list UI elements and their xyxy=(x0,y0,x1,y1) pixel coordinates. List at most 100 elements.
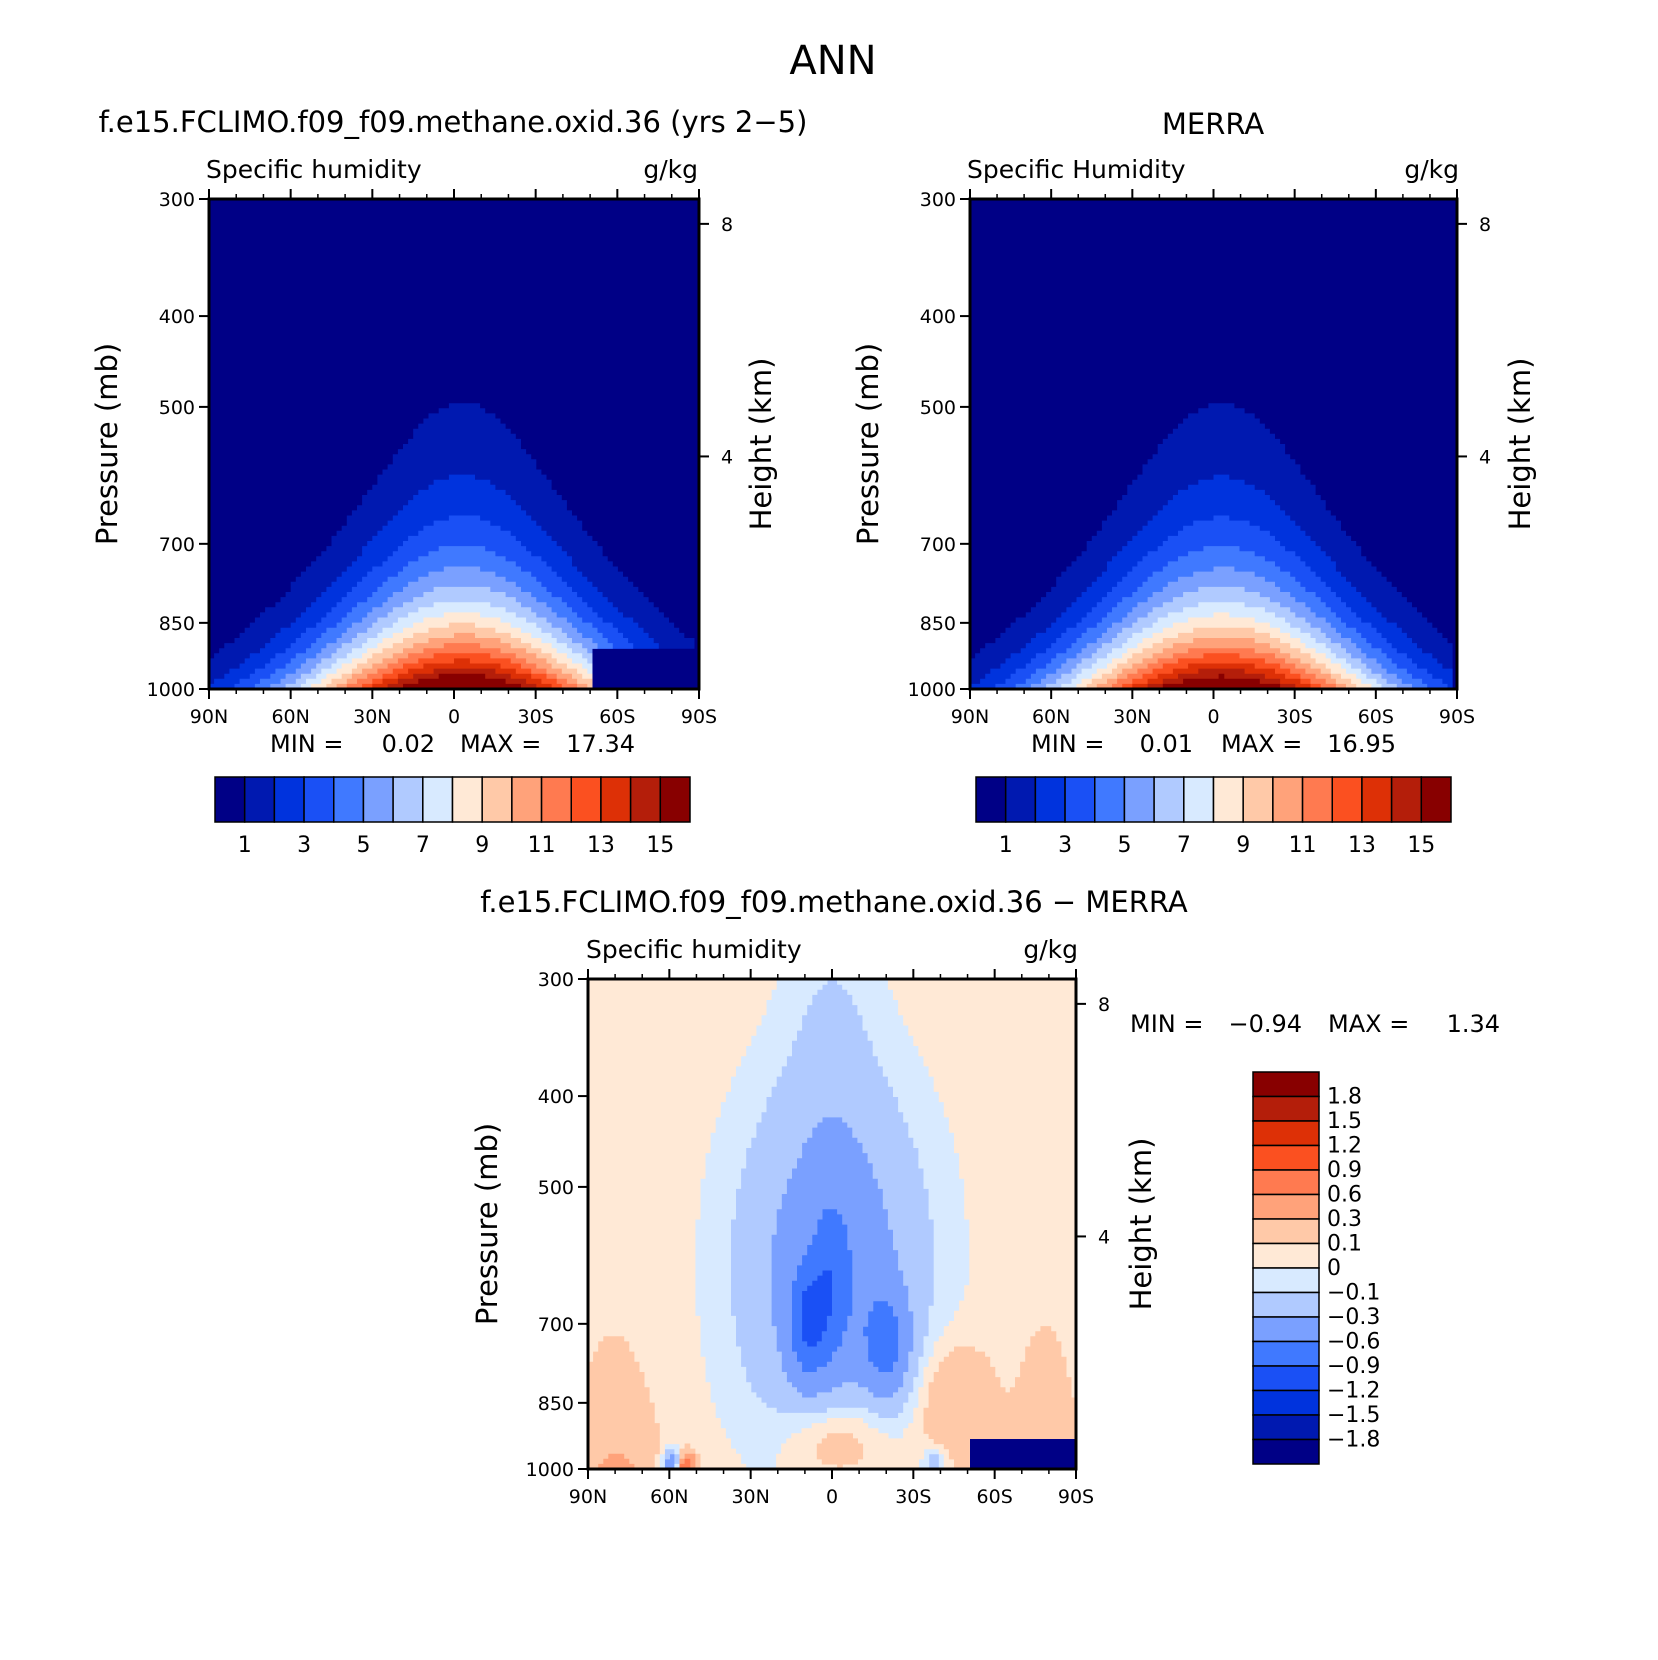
colorbar-label: 0.9 xyxy=(1327,1158,1362,1183)
colorbar-box xyxy=(274,777,304,822)
y-axis-label-right: Height (km) xyxy=(1503,358,1537,531)
panel-model: f.e15.FCLIMO.f09_f09.methane.oxid.36 (yr… xyxy=(90,105,807,858)
x-tick-label: 0 xyxy=(448,706,460,728)
panel-merra: MERRA Specific Humidity g/kg 90N 60N 30N 0 3… xyxy=(851,107,1537,858)
colorbar-label: 15 xyxy=(646,833,674,858)
colorbar-label: 7 xyxy=(416,833,430,858)
colorbar-label: 1.5 xyxy=(1327,1109,1362,1134)
colorbar-box xyxy=(1154,777,1184,822)
x-tick-label: 60S xyxy=(599,706,635,728)
y-tick-label: 850 xyxy=(159,613,195,635)
x-tick-label: 60N xyxy=(650,1486,688,1508)
colorbar-box xyxy=(1253,1121,1319,1146)
colorbar-label: −0.1 xyxy=(1327,1281,1380,1306)
x-tick-label: 0 xyxy=(826,1486,838,1508)
colorbar-box xyxy=(1253,1244,1319,1269)
colorbar-box xyxy=(423,777,453,822)
y-tick-label: 500 xyxy=(920,397,956,419)
colorbar-label: 9 xyxy=(1236,833,1250,858)
field-units: g/kg xyxy=(643,155,698,184)
colorbar-box xyxy=(1184,777,1214,822)
min-value: 0.02 xyxy=(382,730,435,758)
panel-title: f.e15.FCLIMO.f09_f09.methane.oxid.36 (yr… xyxy=(99,105,808,139)
colorbar-label: 13 xyxy=(587,833,615,858)
colorbar-label: −0.9 xyxy=(1327,1354,1380,1379)
y-right-tick-label: 4 xyxy=(1479,446,1491,468)
max-label: MAX = xyxy=(460,730,541,758)
colorbar-label: 1 xyxy=(999,833,1013,858)
y-tick-label: 700 xyxy=(920,534,956,556)
x-tick-label: 90N xyxy=(951,706,989,728)
colorbar-box xyxy=(1065,777,1095,822)
y-tick-label: 400 xyxy=(159,306,195,328)
panel-difference: f.e15.FCLIMO.f09_f09.methane.oxid.36 − M… xyxy=(470,885,1500,1508)
y-right-tick-label: 8 xyxy=(1479,214,1491,236)
min-label: MIN = xyxy=(270,730,343,758)
y-right-tick-label: 4 xyxy=(721,446,733,468)
colorbar-label: 3 xyxy=(297,833,311,858)
min-label: MIN = xyxy=(1130,1010,1203,1038)
colorbar-label: 15 xyxy=(1407,833,1435,858)
x-tick-label: 60N xyxy=(271,706,309,728)
min-value: 0.01 xyxy=(1140,730,1193,758)
panel-title: MERRA xyxy=(1162,107,1264,141)
colorbar-label: −0.3 xyxy=(1327,1305,1380,1330)
colorbar-box xyxy=(1253,1342,1319,1367)
colorbar-box xyxy=(1006,777,1036,822)
colorbar-label: 1.8 xyxy=(1327,1085,1362,1110)
y-tick-label: 850 xyxy=(538,1393,574,1415)
field-name: Specific humidity xyxy=(586,935,802,964)
contour-field xyxy=(209,199,699,690)
contour-field xyxy=(970,199,1457,690)
colorbar-box xyxy=(1392,777,1422,822)
colorbar-box xyxy=(601,777,631,822)
y-tick-label: 700 xyxy=(538,1314,574,1336)
max-label: MAX = xyxy=(1328,1010,1409,1038)
y-axis-label-right: Height (km) xyxy=(744,358,778,531)
y-axis-label-right: Height (km) xyxy=(1124,1138,1158,1311)
y-tick-label: 500 xyxy=(159,397,195,419)
x-tick-label: 30N xyxy=(353,706,391,728)
field-units: g/kg xyxy=(1404,155,1459,184)
x-tick-label: 30N xyxy=(731,1486,769,1508)
colorbar-label: 3 xyxy=(1058,833,1072,858)
colorbar-box xyxy=(1253,1317,1319,1342)
colorbar-box xyxy=(660,777,690,822)
colorbar-box xyxy=(631,777,661,822)
colorbar: 1 3 5 7 9 11 13 15 xyxy=(215,777,690,858)
colorbar-label: 0.1 xyxy=(1327,1232,1362,1257)
colorbar-box xyxy=(1253,1415,1319,1440)
y-right-tick-label: 4 xyxy=(1098,1226,1110,1248)
y-tick-label: 300 xyxy=(920,189,956,211)
colorbar-box xyxy=(363,777,393,822)
y-tick-label: 300 xyxy=(538,969,574,991)
y-tick-label: 400 xyxy=(920,306,956,328)
colorbar-box xyxy=(1035,777,1065,822)
colorbar-box xyxy=(1253,1366,1319,1391)
y-tick-label: 500 xyxy=(538,1177,574,1199)
contour-layers xyxy=(209,199,699,690)
colorbar-box xyxy=(1253,1293,1319,1318)
colorbar-label: 1.2 xyxy=(1327,1134,1362,1159)
field-name: Specific Humidity xyxy=(967,155,1186,184)
colorbar-label: 11 xyxy=(1289,833,1317,858)
colorbar-box xyxy=(482,777,512,822)
x-tick-label: 0 xyxy=(1207,706,1219,728)
x-tick-label: 60N xyxy=(1032,706,1070,728)
contour-layers xyxy=(970,199,1457,690)
colorbar-box xyxy=(393,777,423,822)
x-tick-label: 30S xyxy=(895,1486,931,1508)
max-value: 16.95 xyxy=(1327,730,1396,758)
colorbar-box xyxy=(1332,777,1362,822)
x-tick-label: 30S xyxy=(518,706,554,728)
max-value: 1.34 xyxy=(1447,1010,1500,1038)
y-right-tick-label: 8 xyxy=(1098,994,1110,1016)
colorbar-box xyxy=(512,777,542,822)
colorbar-label: 5 xyxy=(356,833,370,858)
colorbar: 1 3 5 7 9 11 13 15 xyxy=(976,777,1451,858)
colorbar-box xyxy=(1253,1268,1319,1293)
colorbar-box xyxy=(1362,777,1392,822)
contour-layers xyxy=(588,979,1077,1470)
colorbar-box xyxy=(1253,1195,1319,1220)
